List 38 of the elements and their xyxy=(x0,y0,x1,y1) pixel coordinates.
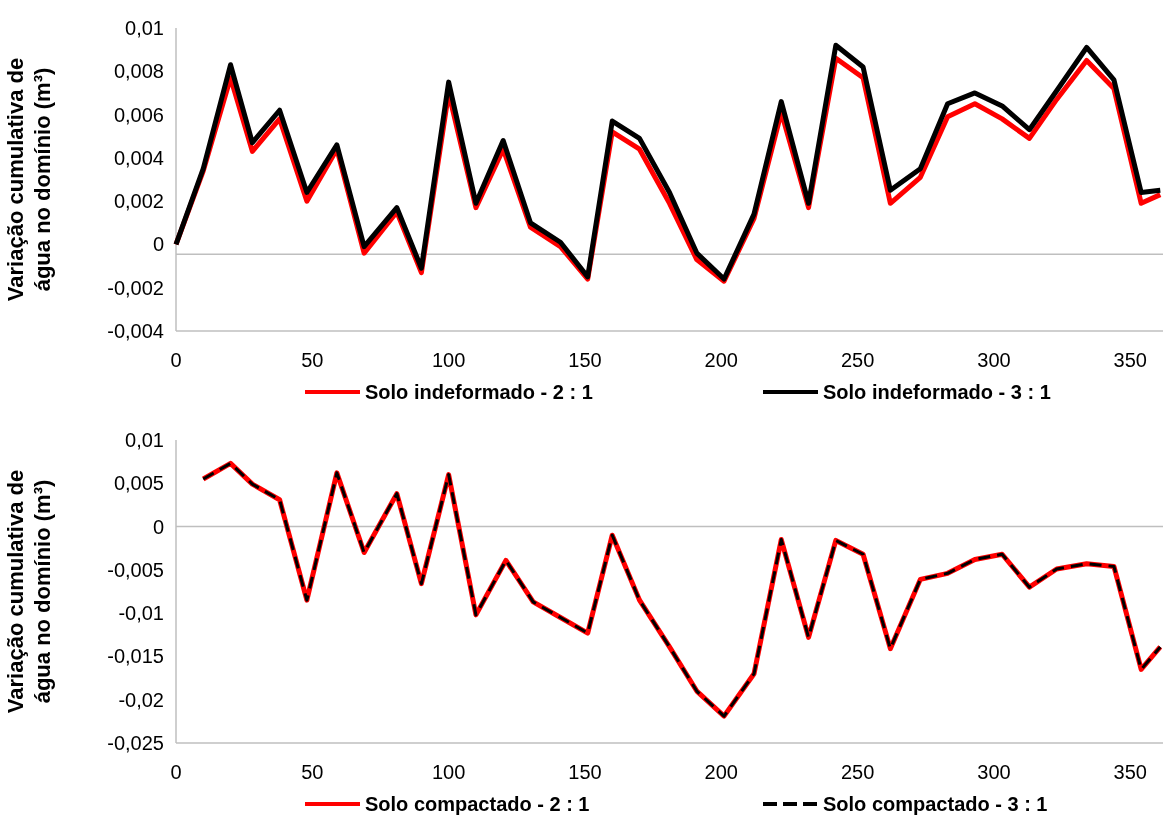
y-tick-label: -0,01 xyxy=(118,602,164,625)
y-tick-label: 0,002 xyxy=(113,190,164,213)
y-tick-label: -0,02 xyxy=(118,688,164,711)
legend-label: Solo compactado - 3 : 1 xyxy=(823,793,1048,815)
x-tick-label: 350 xyxy=(1113,761,1147,783)
x-tick-label: 350 xyxy=(1113,349,1147,371)
x-tick-label: 300 xyxy=(977,761,1011,783)
y-tick-label: 0 xyxy=(152,233,164,256)
y-tick-label: -0,025 xyxy=(107,732,164,754)
x-tick-label: 50 xyxy=(301,761,324,783)
x-tick-label: 250 xyxy=(840,761,875,783)
x-tick-label: 300 xyxy=(977,349,1011,371)
y-tick-label: -0,005 xyxy=(107,558,164,581)
y-tick-label: 0,01 xyxy=(125,429,164,451)
x-tick-label: 50 xyxy=(301,349,324,371)
y-tick-label: 0,006 xyxy=(113,103,164,126)
y-tick-label: 0,01 xyxy=(125,17,164,39)
y-tick-label: -0,015 xyxy=(107,645,164,668)
x-tick-label: 150 xyxy=(568,349,602,371)
x-tick-label: 200 xyxy=(704,761,738,783)
y-tick-label: 0,004 xyxy=(113,146,164,169)
y-tick-label: -0,004 xyxy=(107,320,164,342)
x-tick-label: 0 xyxy=(170,349,182,371)
legend-label: Solo compactado - 2 : 1 xyxy=(365,793,590,815)
y-tick-label: 0 xyxy=(152,515,164,538)
y-axis-title: Variação cumulativa de água no domínio (m³) xyxy=(2,469,55,714)
x-tick-label: 100 xyxy=(431,761,466,783)
x-tick-label: 0 xyxy=(170,761,182,783)
x-tick-label: 200 xyxy=(704,349,738,371)
y-tick-label: 0,008 xyxy=(113,60,164,83)
x-tick-label: 100 xyxy=(431,349,466,371)
x-tick-label: 250 xyxy=(840,349,875,371)
y-tick-label: 0,005 xyxy=(113,472,164,495)
legend-label: Solo indeformado - 3 : 1 xyxy=(823,381,1051,403)
y-tick-label: -0,002 xyxy=(107,276,164,299)
x-tick-label: 150 xyxy=(568,761,602,783)
y-axis-title: Variação cumulativa de água no domínio (m³) xyxy=(2,57,55,302)
legend-label: Solo indeformado - 2 : 1 xyxy=(365,381,593,403)
